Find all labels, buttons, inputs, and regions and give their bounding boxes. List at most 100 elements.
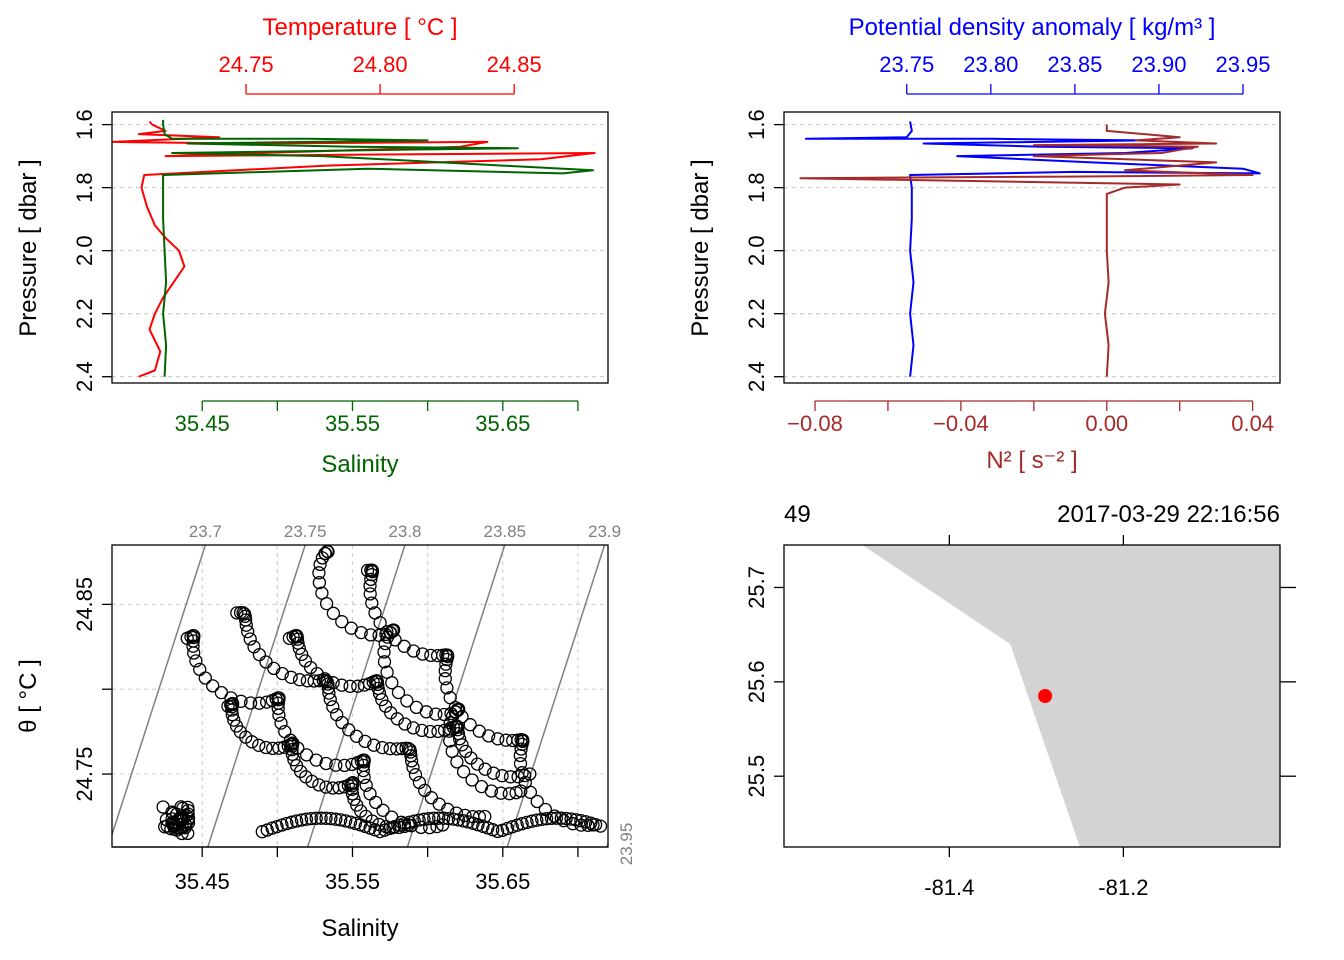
p3-data-point [364, 628, 378, 642]
p3-data-point [319, 780, 333, 794]
p3-data-point [373, 824, 387, 839]
p3-data-point [484, 784, 499, 798]
p3-data-point [326, 700, 340, 714]
p3-isopycnal-line [306, 544, 406, 848]
p3-data-point [243, 696, 258, 710]
p3-data-point [304, 811, 318, 826]
p3-data-point [461, 815, 475, 829]
p3-data-point [530, 794, 544, 809]
p3-data-point [354, 625, 368, 640]
station-marker[interactable] [1038, 689, 1053, 703]
p4-y-tick-label: 25.6 [744, 660, 769, 703]
p3-data-point [412, 813, 426, 827]
p4-x-tick-label: -81.2 [1098, 875, 1148, 900]
p2-bottom-tick-label: −0.08 [787, 411, 843, 436]
p3-data-point [252, 647, 267, 662]
p3-data-point [441, 811, 456, 826]
p1-y-tick-label: 1.8 [72, 172, 97, 203]
p3-data-point [437, 723, 452, 737]
p3-data-point [385, 676, 399, 690]
p2-y-tick-label: 1.6 [744, 109, 769, 140]
p3-data-point [348, 816, 363, 831]
p2-top-tick-label: 23.90 [1131, 52, 1186, 77]
p4-plot-frame [783, 544, 1281, 848]
p2-n2-axis-ticks: −0.08 −0.04 0.00 0.04 [787, 400, 1274, 436]
p2-density-axis-ticks: 23.75 23.80 23.85 23.90 23.95 [879, 52, 1271, 95]
p3-data-point [206, 679, 220, 693]
ts-diagram-panel: 35.45 35.55 35.65 24.75 24.85 23.7 23.75 23.8… [15, 522, 636, 942]
p3-data-point [407, 814, 421, 828]
p2-plot-frame [783, 111, 1281, 384]
p3-data-point [323, 692, 337, 707]
p3-data-point [241, 624, 255, 639]
p3-data-point [365, 596, 379, 610]
p1-gridlines [112, 123, 608, 378]
p3-data-point [535, 812, 549, 826]
p3-data-point [292, 673, 307, 687]
p3-data-point [230, 606, 244, 620]
p3-data-point [439, 657, 453, 671]
p3-data-point [345, 779, 359, 793]
p2-y-tick-label: 1.8 [744, 172, 769, 203]
p3-data-point [417, 812, 431, 826]
p3-data-point [499, 733, 513, 747]
p3-theta-axis-ticks: 24.75 24.85 [72, 577, 112, 802]
p1-top-tick-label: 24.80 [353, 52, 408, 77]
p3-isopycnal-label: 23.8 [388, 522, 421, 541]
p3-data-point [343, 679, 357, 693]
p3-data-point [369, 795, 383, 810]
p3-data-point [312, 575, 327, 590]
p3-x-tick-label: 35.45 [175, 869, 230, 894]
p3-data-point [238, 609, 252, 623]
p3-data-point [495, 769, 509, 783]
p3-data-point [319, 596, 334, 611]
p3-data-point [332, 781, 346, 795]
p3-data-point [506, 733, 520, 748]
p3-data-point [252, 696, 266, 710]
p3-data-point [337, 758, 352, 773]
p3-isopycnal-label: 23.75 [284, 522, 327, 541]
p3-data-point [378, 699, 393, 713]
p2-density-axis-label: Potential density anomaly [ kg/m³ ] [849, 14, 1216, 41]
p3-data-point [345, 787, 360, 801]
p1-y-tick-label: 2.0 [72, 235, 97, 266]
p3-isopycnal-label: 23.7 [189, 522, 222, 541]
p3-data-point [313, 557, 327, 572]
p1-plot-frame [111, 111, 609, 384]
p3-scatter-points [156, 544, 608, 841]
p3-data-point [364, 572, 378, 587]
p3-data-point [375, 740, 389, 755]
p3-data-point [430, 819, 444, 834]
p1-series-line-1 [162, 119, 594, 377]
p3-data-point [309, 753, 323, 767]
p3-data-point [373, 616, 387, 630]
p3-data-point [403, 745, 418, 759]
p3-data-point [165, 816, 179, 830]
p3-data-point [334, 813, 348, 827]
p3-data-point [452, 732, 467, 746]
p3-data-point [275, 818, 289, 832]
p3-data-point [415, 723, 429, 738]
p3-data-point [289, 814, 304, 828]
p3-data-point [429, 707, 443, 721]
density-n2-profile-panel: 23.75 23.80 23.85 23.90 23.95 −0.08 −0.04 0.00… [687, 14, 1281, 474]
p3-isopycnal-line [111, 544, 207, 835]
p3-data-point [187, 646, 201, 660]
p3-data-point [544, 811, 559, 825]
p3-data-point [486, 766, 501, 780]
p2-gridlines [784, 123, 1280, 378]
p1-salinity-axis-ticks: 35.45 35.55 35.65 [175, 400, 579, 436]
p3-data-point [463, 718, 477, 732]
p3-data-point [450, 755, 464, 769]
p2-profile-lines [799, 121, 1261, 377]
p3-data-point [314, 811, 328, 825]
p3-data-point [514, 742, 528, 756]
p3-data-point [446, 812, 461, 826]
p3-data-point [363, 579, 377, 593]
p1-top-tick-label: 24.85 [487, 52, 542, 77]
p3-data-point [292, 641, 306, 655]
p3-data-point [299, 812, 314, 826]
p3-data-point [338, 814, 353, 828]
p3-isopycnal-label: 23.95 [617, 823, 636, 866]
